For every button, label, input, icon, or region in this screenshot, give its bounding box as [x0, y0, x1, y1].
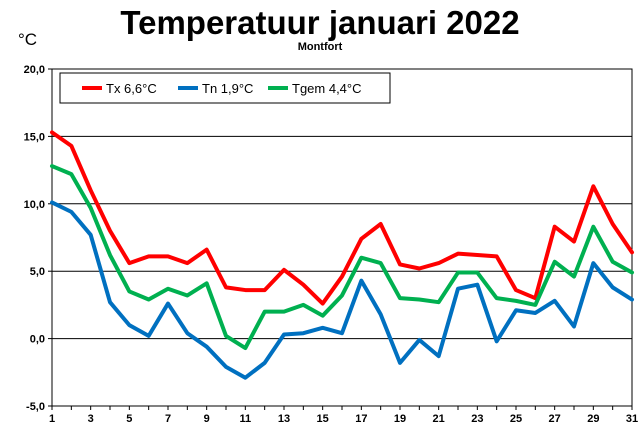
- legend-label: Tx 6,6°C: [106, 81, 157, 96]
- x-tick-label: 21: [433, 413, 445, 425]
- x-tick-label: 25: [510, 413, 522, 425]
- x-tick-label: 5: [126, 413, 132, 425]
- x-tick-label: 9: [204, 413, 210, 425]
- legend-label: Tn 1,9°C: [202, 81, 253, 96]
- series-line: [50, 200, 634, 380]
- x-tick-label: 7: [165, 413, 171, 425]
- x-tick-label: 13: [278, 413, 290, 425]
- legend-box: [59, 72, 391, 104]
- x-tick-label: 15: [317, 413, 329, 425]
- x-tick-label: 23: [471, 413, 483, 425]
- y-tick-label: 0,0: [30, 334, 45, 346]
- x-tick-label: 1: [49, 413, 55, 425]
- unit-label: °C: [18, 30, 38, 49]
- x-tick-label: 3: [88, 413, 94, 425]
- x-tick-label: 29: [587, 413, 599, 425]
- x-tick-label: 17: [355, 413, 367, 425]
- plot-area: [51, 68, 633, 407]
- x-tick-label: 27: [549, 413, 561, 425]
- y-tick-label: -5,0: [26, 401, 45, 413]
- x-tick-label: 31: [626, 413, 638, 425]
- x-tick-label: 19: [394, 413, 406, 425]
- chart-subtitle: Montfort: [297, 41, 343, 53]
- chart-title: Temperatuur januari 2022: [120, 4, 520, 41]
- y-tick-label: 10,0: [24, 199, 45, 211]
- series-line: [50, 164, 634, 351]
- x-tick-label: 11: [240, 413, 252, 425]
- series-line: [50, 130, 634, 306]
- y-tick-label: 15,0: [24, 131, 45, 143]
- y-tick-label: 5,0: [30, 266, 45, 278]
- y-tick-label: 20,0: [24, 64, 45, 76]
- legend-label: Tgem 4,4°C: [292, 81, 362, 96]
